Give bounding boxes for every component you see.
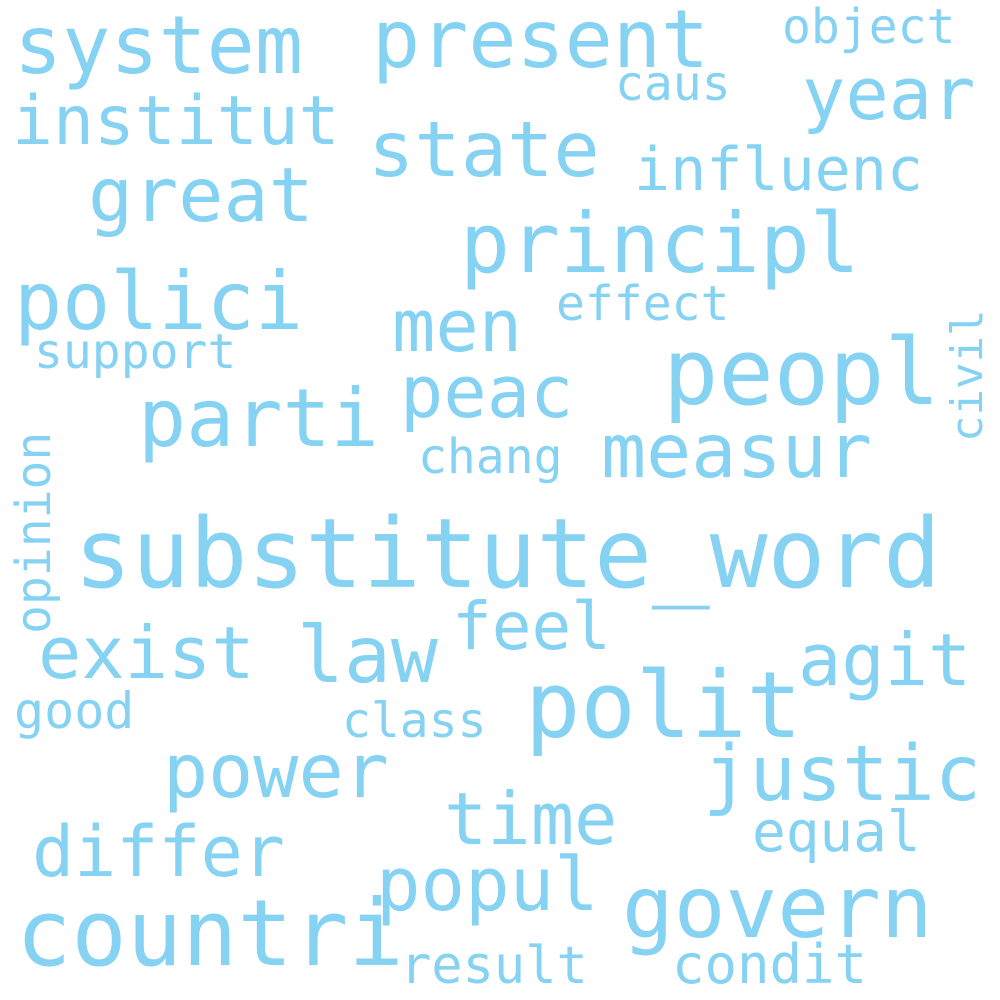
word-popul: popul <box>376 842 599 928</box>
word-state: state <box>368 106 600 195</box>
word-caus: caus <box>615 56 731 112</box>
word-time: time <box>444 777 618 861</box>
word-class: class <box>342 693 487 749</box>
word-institut: institut <box>12 82 340 161</box>
word-peopl: peopl <box>663 319 940 426</box>
word-power: power <box>163 727 389 815</box>
word-result: result <box>400 936 588 996</box>
word-exist: exist <box>38 611 255 695</box>
word-influenc: influenc <box>634 135 923 205</box>
word-govern: govern <box>622 858 933 958</box>
word-substitute-word: substitute_word <box>74 498 941 610</box>
word-support: support <box>34 324 237 380</box>
word-countri: countri <box>16 880 404 987</box>
word-peac: peac <box>400 350 574 434</box>
word-opinion: opinion <box>6 431 62 634</box>
word-condit: condit <box>672 933 868 996</box>
word-effect: effect <box>556 276 730 332</box>
word-parti: parti <box>138 372 379 465</box>
word-principl: principl <box>460 195 860 292</box>
word-object: object <box>782 0 956 55</box>
word-good: good <box>14 682 135 740</box>
word-measur: measur <box>601 407 872 495</box>
word-agit: agit <box>798 618 972 702</box>
word-men: men <box>392 284 523 368</box>
word-great: great <box>88 151 314 239</box>
word-year: year <box>802 52 976 136</box>
word-feel: feel <box>452 588 611 665</box>
word-polit: polit <box>525 652 802 759</box>
word-law: law <box>297 611 438 701</box>
word-system: system <box>14 0 303 92</box>
word-justic: justic <box>703 730 982 819</box>
word-chang: chang <box>418 429 563 485</box>
word-civil: civil <box>942 309 993 442</box>
word-polici: polici <box>14 255 303 348</box>
word-present: present <box>372 0 710 86</box>
word-equal: equal <box>752 800 921 865</box>
word-differ: differ <box>32 811 285 893</box>
